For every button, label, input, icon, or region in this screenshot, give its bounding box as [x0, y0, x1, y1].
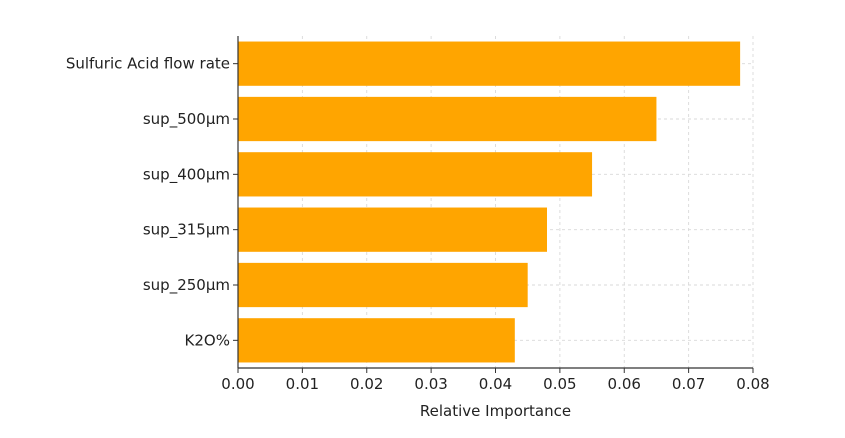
x-tick-label: 0.04	[479, 375, 512, 393]
y-tick-label: sup_315µm	[143, 221, 230, 240]
labels: 0.00 0.01 0.02 0.03 0.04 0.05 0.06 0.07 0.08 Sulf…	[66, 55, 770, 393]
bar	[238, 262, 528, 308]
y-tick-label: sup_500µm	[143, 110, 230, 129]
ticks	[233, 63, 754, 373]
bar	[238, 207, 547, 252]
x-tick-label: 0.00	[221, 375, 254, 393]
bar	[238, 96, 657, 142]
x-tick-label: 0.01	[286, 375, 319, 393]
x-tick-label: 0.07	[672, 375, 705, 393]
x-tick-label: 0.03	[414, 375, 447, 393]
x-tick-label: 0.05	[543, 375, 576, 393]
bar	[238, 152, 593, 197]
x-tick-label: 0.02	[350, 375, 383, 393]
y-tick-label: sup_250µm	[143, 276, 230, 295]
bar	[238, 318, 515, 363]
y-tick-label: sup_400µm	[143, 165, 230, 184]
x-tick-label: 0.08	[736, 375, 769, 393]
y-tick-label: Sulfuric Acid flow rate	[66, 55, 230, 73]
x-tick-label: 0.06	[608, 375, 641, 393]
bars	[238, 41, 741, 363]
bar	[238, 41, 741, 86]
y-tick-label: K2O%	[185, 331, 230, 349]
x-axis-title: Relative Importance	[420, 402, 571, 420]
